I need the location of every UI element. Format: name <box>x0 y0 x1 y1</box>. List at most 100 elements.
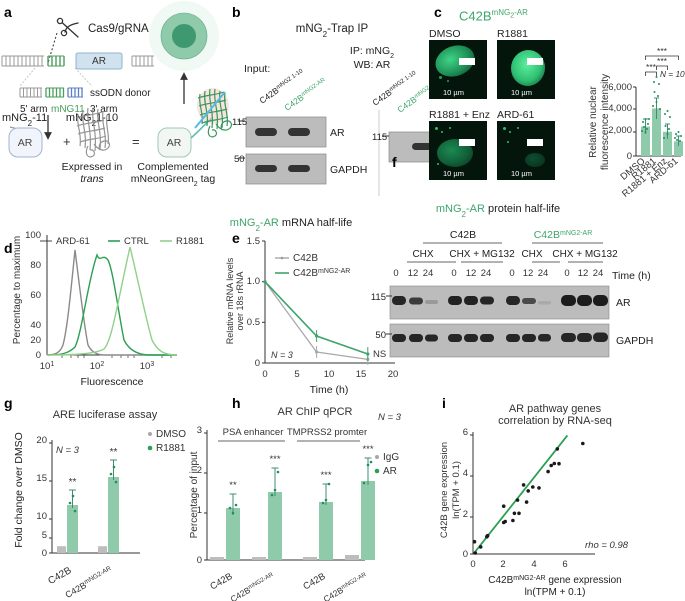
svg-text:5: 5 <box>294 369 299 380</box>
svg-text:C42BmNG2-AR: C42BmNG2-AR <box>322 571 370 601</box>
svg-text:0: 0 <box>627 151 632 162</box>
svg-text:R1881: R1881 <box>176 236 204 247</box>
svg-text:0: 0 <box>463 549 468 560</box>
svg-text:4: 4 <box>463 468 468 479</box>
svg-text:AR ChIP qPCR: AR ChIP qPCR <box>278 406 353 418</box>
svg-text:C42B gene expression: C42B gene expression <box>439 442 450 538</box>
svg-text:Percentage to maximum: Percentage to maximum <box>12 236 23 344</box>
svg-text:C42BmNG2-AR: C42BmNG2-AR <box>293 268 350 280</box>
svg-text:50: 50 <box>234 154 245 165</box>
svg-text:Fold change over DMSO: Fold change over DMSO <box>13 432 25 548</box>
svg-text:rho = 0.98: rho = 0.98 <box>585 540 629 551</box>
svg-text:115: 115 <box>232 117 247 128</box>
svg-text:100: 100 <box>25 230 41 241</box>
svg-text:R1881: R1881 <box>156 443 186 454</box>
svg-text:CHX + MG132: CHX + MG132 <box>552 249 618 260</box>
svg-text:0.5: 0.5 <box>247 317 260 328</box>
svg-text:mNeonGreen2 tag: mNeonGreen2 tag <box>131 173 216 188</box>
svg-text:115: 115 <box>371 292 386 303</box>
svg-text:=: = <box>132 134 140 149</box>
svg-text:N = 3: N = 3 <box>271 350 293 360</box>
svg-text:6,000: 6,000 <box>608 82 632 93</box>
svg-text:AR: AR <box>92 56 106 67</box>
svg-text:Time (h): Time (h) <box>612 270 651 282</box>
svg-text:N = 10: N = 10 <box>660 69 685 79</box>
svg-text:0: 0 <box>470 559 475 570</box>
svg-text:ARE luciferase assay: ARE luciferase assay <box>53 409 158 421</box>
svg-text:C42B: C42B <box>301 571 327 592</box>
svg-text:2: 2 <box>500 559 505 570</box>
svg-text:C42B: C42B <box>46 565 73 587</box>
svg-text:0: 0 <box>255 358 260 369</box>
svg-text:Fluorescence: Fluorescence <box>80 376 143 388</box>
svg-text:DMSO: DMSO <box>156 429 186 440</box>
svg-text:mNG2-11: mNG2-11 <box>2 112 47 128</box>
svg-text:AR: AR <box>616 297 631 309</box>
svg-text:115: 115 <box>372 132 387 143</box>
svg-text:Time (h): Time (h) <box>310 384 349 396</box>
svg-text:ln(TPM + 0.1): ln(TPM + 0.1) <box>451 461 462 519</box>
svg-text:N = 3: N = 3 <box>378 412 402 423</box>
svg-text:0: 0 <box>451 268 456 279</box>
svg-text:0: 0 <box>262 369 267 380</box>
svg-text:AR: AR <box>18 137 33 149</box>
svg-text:15: 15 <box>356 369 367 380</box>
svg-text:TMPRSS2 promter: TMPRSS2 promter <box>287 427 367 438</box>
svg-text:103: 103 <box>140 361 155 373</box>
svg-text:GAPDH: GAPDH <box>616 335 653 347</box>
svg-text:**: ** <box>229 480 237 491</box>
svg-text:10: 10 <box>36 511 47 522</box>
svg-text:AR: AR <box>167 137 182 149</box>
svg-text:2: 2 <box>463 509 468 520</box>
svg-text:Relative mRNA levels: Relative mRNA levels <box>225 257 235 344</box>
svg-text:correlation by RNA-seq: correlation by RNA-seq <box>498 415 612 427</box>
svg-text:CHX + MG132: CHX + MG132 <box>449 249 515 260</box>
svg-text:10: 10 <box>324 369 335 380</box>
svg-text:Input:: Input: <box>244 63 270 75</box>
svg-text:C42B: C42B <box>293 253 318 264</box>
svg-text:C42B: C42B <box>208 571 234 592</box>
svg-text:**: ** <box>69 477 77 488</box>
svg-text:101: 101 <box>40 361 55 373</box>
svg-text:trans: trans <box>80 173 104 185</box>
svg-text:6: 6 <box>463 427 468 438</box>
svg-text:50: 50 <box>375 330 386 341</box>
svg-text:NS: NS <box>373 349 386 360</box>
svg-text:20: 20 <box>30 335 41 346</box>
svg-text:15: 15 <box>36 473 47 484</box>
svg-text:ssODN donor: ssODN donor <box>90 88 151 99</box>
svg-text:0: 0 <box>393 268 398 279</box>
svg-text:0: 0 <box>509 268 514 279</box>
svg-text:Expressed in: Expressed in <box>62 161 123 173</box>
svg-text:***: *** <box>657 56 668 66</box>
svg-text:0: 0 <box>564 268 569 279</box>
svg-text:C42B: C42B <box>450 229 476 241</box>
svg-text:Complemented: Complemented <box>137 161 208 173</box>
svg-text:AR pathway genes: AR pathway genes <box>509 403 602 415</box>
svg-text:12: 12 <box>466 268 477 279</box>
svg-text:24: 24 <box>423 268 434 279</box>
svg-text:12: 12 <box>578 268 589 279</box>
svg-text:+: + <box>63 134 71 149</box>
svg-text:24: 24 <box>538 268 549 279</box>
svg-text:Relative nuclear: Relative nuclear <box>588 85 599 157</box>
svg-text:60: 60 <box>30 290 41 301</box>
svg-text:IgG: IgG <box>383 452 399 463</box>
svg-text:over 18s rRNA: over 18s rRNA <box>235 271 245 330</box>
svg-text:0: 0 <box>42 548 47 559</box>
svg-text:CHX: CHX <box>521 249 542 260</box>
svg-text:C42BmNG2-AR: C42BmNG2-AR <box>229 571 277 601</box>
svg-text:AR: AR <box>383 466 397 477</box>
svg-text:12: 12 <box>523 268 534 279</box>
svg-text:4: 4 <box>531 559 536 570</box>
svg-text:6: 6 <box>562 559 567 570</box>
svg-text:PSA enhancer: PSA enhancer <box>223 427 284 438</box>
svg-text:20: 20 <box>36 435 47 446</box>
svg-text:***: *** <box>269 454 280 465</box>
svg-text:***: *** <box>646 62 657 72</box>
svg-text:**: ** <box>110 447 118 458</box>
svg-text:2,000: 2,000 <box>608 125 632 136</box>
svg-text:IP: mNG2: IP: mNG2 <box>350 45 394 60</box>
svg-text:Cas9/gRNA: Cas9/gRNA <box>88 23 149 35</box>
svg-text:4,000: 4,000 <box>608 103 632 114</box>
